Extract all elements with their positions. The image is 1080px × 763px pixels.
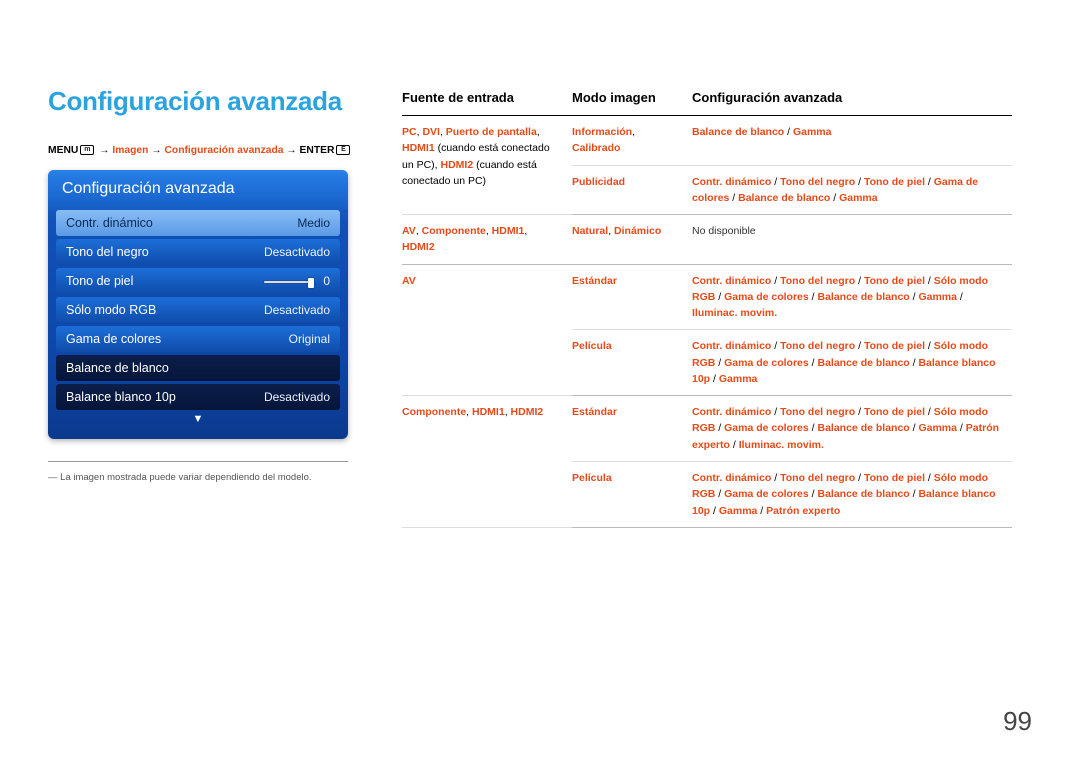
cell-mode: Estándar [572,396,692,462]
config-table: Fuente de entrada Modo imagen Configurac… [402,86,1012,528]
col-header-config: Configuración avanzada [692,86,1012,116]
osd-row-value: 0 [263,274,330,288]
table-row: AV, Componente, HDMI1, HDMI2Natural, Din… [402,215,1012,265]
chevron-down-icon: ▼ [48,413,348,425]
enter-icon: E [336,145,350,155]
osd-row: Balance blanco 10p Desactivado [56,384,340,410]
cell-mode: Película [572,330,692,396]
osd-rows: Contr. dinámico Medio Tono del negro Desact… [48,210,348,410]
cell-mode: Publicidad [572,165,692,215]
cell-source: Componente, HDMI1, HDMI2 [402,396,572,528]
osd-row-value: Desactivado [264,303,330,317]
osd-row-label: Tono de piel [66,274,133,288]
cell-mode: Película [572,461,692,527]
osd-row: Tono del negro Desactivado [56,239,340,265]
osd-row-label: Balance blanco 10p [66,390,176,404]
breadcrumb-arrow-1: → [99,145,109,156]
breadcrumb-seg-2: Configuración avanzada [164,145,283,156]
slider-icon [263,280,313,284]
cell-mode: Estándar [572,264,692,330]
cell-source: PC, DVI, Puerto de pantalla, HDMI1 (cuan… [402,116,572,215]
col-header-mode: Modo imagen [572,86,692,116]
cell-config: Contr. dinámico / Tono del negro / Tono … [692,461,1012,527]
osd-row-label: Gama de colores [66,332,161,346]
table-body: PC, DVI, Puerto de pantalla, HDMI1 (cuan… [402,116,1012,528]
osd-row-value: Desactivado [264,245,330,259]
cell-source: AV [402,264,572,396]
table-header-row: Fuente de entrada Modo imagen Configurac… [402,86,1012,116]
breadcrumb-seg-1: Imagen [112,145,148,156]
osd-row: Tono de piel 0 [56,268,340,294]
document-page: Configuración avanzada MENUm → Imagen → … [0,0,1080,763]
breadcrumb-arrow-3: → [286,145,296,156]
menu-icon: m [80,145,94,155]
table-row: AVEstándarContr. dinámico / Tono del neg… [402,264,1012,330]
footnote: ― La imagen mostrada puede variar depend… [48,472,348,483]
cell-source: AV, Componente, HDMI1, HDMI2 [402,215,572,265]
breadcrumb-arrow-2: → [151,145,161,156]
table-row: PC, DVI, Puerto de pantalla, HDMI1 (cuan… [402,116,1012,166]
osd-row: Contr. dinámico Medio [56,210,340,236]
col-header-source: Fuente de entrada [402,86,572,116]
osd-row-label: Contr. dinámico [66,216,153,230]
left-column: Configuración avanzada MENUm → Imagen → … [48,86,378,483]
osd-row: Balance de blanco [56,355,340,381]
divider [48,461,348,462]
cell-config: Contr. dinámico / Tono del negro / Tono … [692,330,1012,396]
cell-mode: Natural, Dinámico [572,215,692,265]
page-title: Configuración avanzada [48,86,378,117]
cell-config: Contr. dinámico / Tono del negro / Tono … [692,264,1012,330]
page-number: 99 [1003,706,1032,737]
breadcrumb-menu: MENU [48,145,78,156]
breadcrumb: MENUm → Imagen → Configuración avanzada … [48,145,378,156]
cell-config: Contr. dinámico / Tono del negro / Tono … [692,396,1012,462]
osd-row-value: Medio [297,216,330,230]
osd-row-value: Original [289,332,330,346]
cell-config: Contr. dinámico / Tono del negro / Tono … [692,165,1012,215]
cell-config: No disponible [692,215,1012,265]
table-row: Componente, HDMI1, HDMI2EstándarContr. d… [402,396,1012,462]
osd-row-label: Balance de blanco [66,361,169,375]
breadcrumb-enter: ENTER [300,145,335,156]
osd-menu: Configuración avanzada Contr. dinámico Me… [48,170,348,439]
osd-row-label: Sólo modo RGB [66,303,156,317]
cell-config: Balance de blanco / Gamma [692,116,1012,166]
osd-menu-title: Configuración avanzada [48,170,348,210]
osd-row-label: Tono del negro [66,245,149,259]
osd-row: Gama de colores Original [56,326,340,352]
right-column: Fuente de entrada Modo imagen Configurac… [402,86,1012,528]
osd-row: Sólo modo RGB Desactivado [56,297,340,323]
osd-row-value: Desactivado [264,390,330,404]
cell-mode: Información, Calibrado [572,116,692,166]
